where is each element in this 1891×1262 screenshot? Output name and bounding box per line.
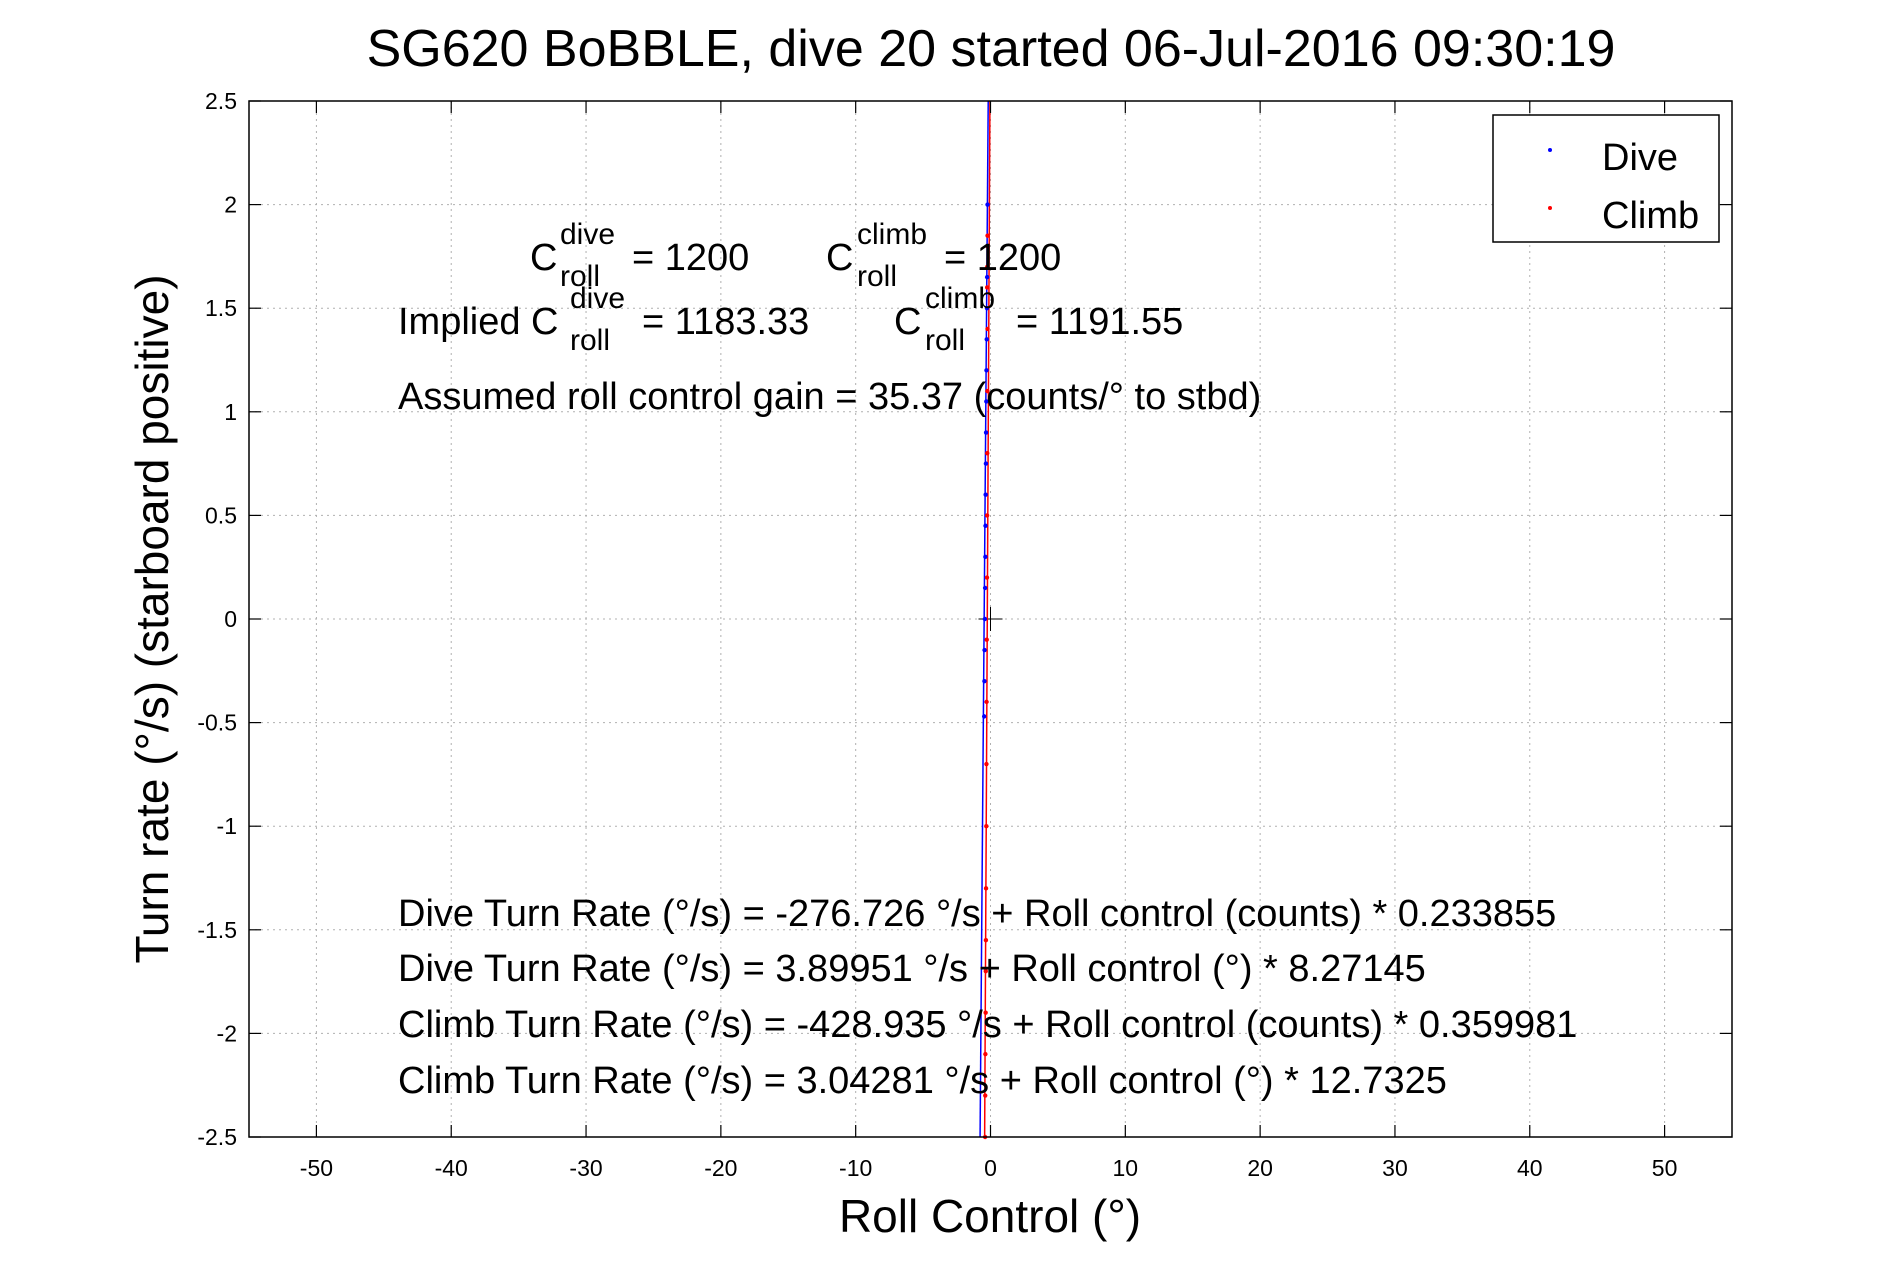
c-roll-climb-sub: roll (857, 260, 897, 293)
x-tick-label: -40 (435, 1155, 468, 1181)
climb-point (984, 575, 990, 580)
implied-climb-base: C (894, 301, 921, 343)
x-tick-label: 30 (1382, 1155, 1408, 1181)
y-tick-label: 0 (224, 606, 237, 632)
fit-annotation-2: Dive Turn Rate (°/s) = 3.89951 °/s + Rol… (398, 948, 1426, 990)
dive-point (983, 492, 988, 497)
y-tick-label: 2.5 (205, 88, 237, 114)
c-roll-climb-base: C (826, 237, 853, 279)
climb-point (985, 243, 990, 249)
implied-dive-annotation: Implied C dive roll = 1183.33 (398, 282, 809, 357)
climb-point (983, 937, 989, 943)
dive-point (983, 554, 988, 560)
dive-point (984, 399, 989, 404)
dive-point (984, 274, 990, 280)
implied-dive-prefix: Implied C (398, 301, 559, 343)
climb-point (984, 513, 990, 518)
dive-point (983, 430, 989, 435)
legend-label-dive: Dive (1602, 137, 1678, 179)
c-roll-dive-sub: roll (560, 260, 600, 293)
climb-point (985, 264, 990, 269)
x-tick-label: -50 (300, 1155, 333, 1181)
y-tick-label: -1.5 (197, 917, 237, 943)
c-roll-climb-sup: climb (857, 218, 927, 251)
axis-ticks: -50 -40 -30 -20 -10 0 10 20 30 40 50 2.5 2 1.5 1 0.5 0 -0… (197, 88, 1732, 1181)
climb-point (983, 1051, 988, 1057)
fit-annotation-3: Climb Turn Rate (°/s) = -428.935 °/s + R… (398, 1004, 1577, 1046)
climb-point (984, 699, 989, 705)
gain-annotation: Assumed roll control gain = 35.37 (count… (398, 376, 1261, 418)
y-tick-label: 0.5 (205, 502, 237, 528)
fit-line-climb (983, 100, 991, 1138)
x-tick-label: 50 (1652, 1155, 1678, 1181)
y-tick-label: 1 (224, 399, 237, 425)
x-tick-label: 40 (1517, 1155, 1543, 1181)
c-roll-dive-sup: dive (560, 218, 615, 251)
climb-point (984, 637, 989, 642)
climb-point (983, 886, 989, 891)
chart-title: SG620 BoBBLE, dive 20 started 06-Jul-201… (367, 20, 1616, 78)
x-tick-label: 0 (984, 1155, 997, 1181)
c-roll-climb-value: = 1200 (944, 237, 1061, 279)
legend-marker-climb (1548, 206, 1552, 210)
dive-point (984, 337, 989, 342)
climb-point (984, 761, 989, 767)
implied-climb-value: = 1191.55 (1016, 301, 1183, 343)
dive-point (982, 616, 988, 622)
y-axis-label: Turn rate (°/s) (starboard positive) (126, 274, 178, 963)
y-tick-label: -1 (217, 813, 237, 839)
dive-point (984, 368, 989, 373)
legend-label-climb: Climb (1602, 195, 1699, 237)
fit-annotation-4: Climb Turn Rate (°/s) = 3.04281 °/s + Ro… (398, 1060, 1447, 1102)
dive-point (983, 461, 989, 466)
implied-climb-annotation: C climb roll = 1191.55 (894, 282, 1183, 357)
x-tick-label: 20 (1247, 1155, 1273, 1181)
c-roll-dive-value: = 1200 (632, 237, 749, 279)
climb-point (985, 326, 990, 332)
x-tick-label: -20 (704, 1155, 737, 1181)
implied-dive-sub: roll (570, 324, 610, 357)
y-tick-label: -2.5 (197, 1124, 237, 1150)
dive-point (982, 585, 988, 591)
implied-climb-sub: roll (925, 324, 965, 357)
legend-box (1492, 114, 1720, 243)
climb-point (985, 233, 990, 238)
climb-point (983, 1010, 988, 1015)
climb-point (984, 824, 989, 829)
dive-point (984, 306, 990, 311)
x-tick-label: -30 (569, 1155, 602, 1181)
climb-point (985, 388, 990, 394)
dive-point (981, 714, 987, 719)
y-tick-label: -2 (217, 1020, 237, 1046)
implied-dive-value: = 1183.33 (642, 301, 809, 343)
dive-point (982, 678, 987, 684)
c-roll-dive-base: C (530, 237, 557, 279)
c-roll-climb-annotation: C climb roll = 1200 (826, 218, 1061, 293)
climb-point (983, 1093, 988, 1098)
legend: Dive Climb (1492, 114, 1720, 243)
fit-annotation-1: Dive Turn Rate (°/s) = -276.726 °/s + Ro… (398, 893, 1556, 935)
y-tick-label: -0.5 (197, 710, 237, 736)
y-tick-label: 2 (224, 192, 237, 218)
implied-dive-sup: dive (570, 282, 625, 315)
climb-point (983, 969, 988, 974)
dive-point (982, 647, 987, 653)
x-axis-label: Roll Control (°) (839, 1190, 1141, 1242)
climb-point (985, 451, 990, 456)
x-tick-label: -10 (839, 1155, 872, 1181)
x-tick-label: 10 (1113, 1155, 1139, 1181)
climb-point (984, 285, 990, 290)
y-tick-label: 1.5 (205, 295, 237, 321)
dive-point (983, 523, 988, 528)
implied-climb-sup: climb (925, 282, 995, 315)
dive-point (985, 202, 990, 207)
c-roll-dive-annotation: C dive roll = 1200 (530, 218, 749, 293)
data-points (981, 202, 990, 1140)
legend-marker-dive (1548, 148, 1552, 152)
